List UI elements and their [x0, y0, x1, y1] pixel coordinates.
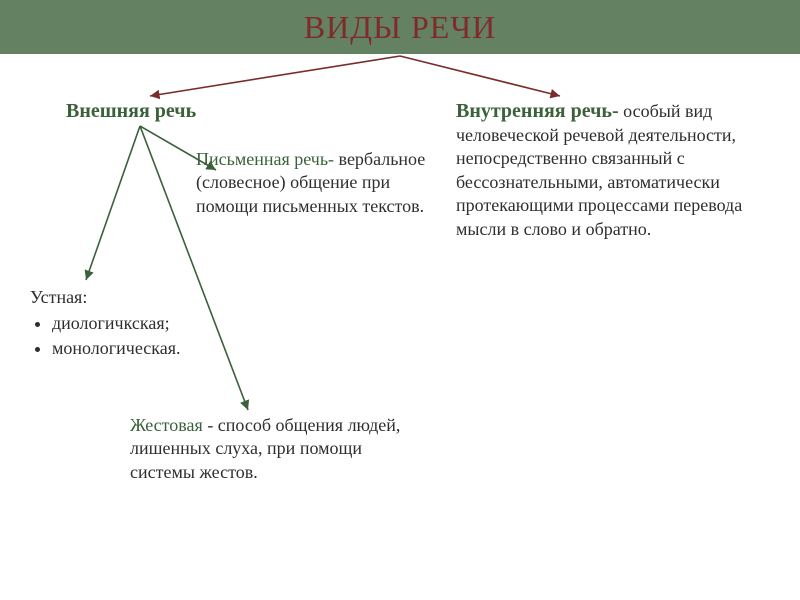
external-heading: Внешняя речь: [66, 100, 196, 122]
gesture-heading: Жестовая: [130, 415, 203, 435]
line-title-to-internal: [400, 56, 560, 96]
oral-block: Устная: диологичкская; монологическая.: [30, 286, 250, 360]
gesture-block: Жестовая - способ общения людей, лишенны…: [130, 414, 430, 484]
header-bar: ВИДЫ РЕЧИ: [0, 0, 800, 54]
external-heading-block: Внешняя речь: [66, 98, 366, 124]
written-block: Письменная речь- вербальное (словесное) …: [196, 148, 426, 218]
written-heading: Письменная речь-: [196, 149, 334, 169]
page-title: ВИДЫ РЕЧИ: [304, 9, 496, 46]
oral-list: диологичкская; монологическая.: [30, 311, 250, 360]
line-title-to-external: [150, 56, 400, 96]
list-item: монологическая.: [52, 336, 250, 360]
list-item: диологичкская;: [52, 311, 250, 335]
internal-block: Внутренняя речь- особый вид человеческой…: [456, 98, 766, 241]
line-ext-to-oral: [86, 126, 140, 280]
oral-heading: Устная:: [30, 286, 250, 309]
internal-heading: Внутренняя речь-: [456, 100, 619, 122]
